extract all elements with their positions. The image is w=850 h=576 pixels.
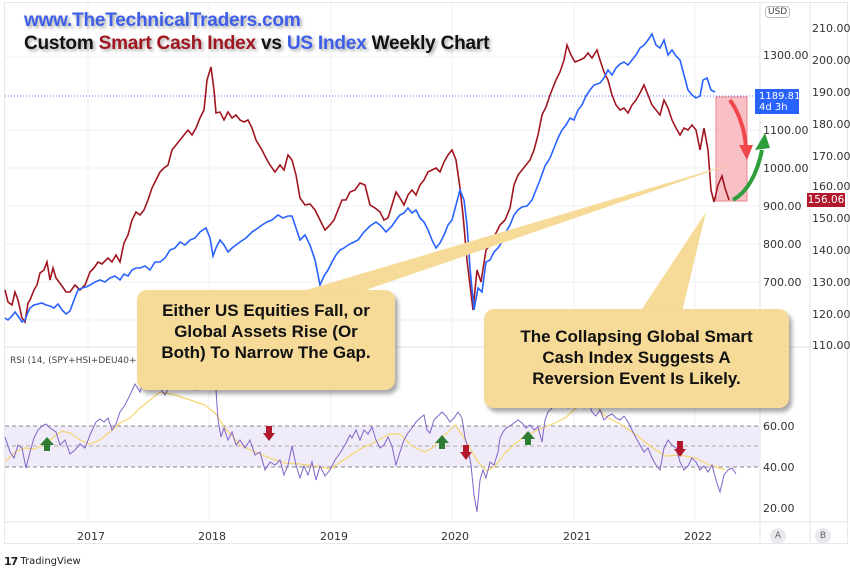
x-axis-tick: 2018 — [198, 530, 226, 543]
scale-b-button[interactable]: B — [815, 528, 831, 544]
right-axis-tick: 150.00 — [812, 212, 850, 225]
chart-title: Custom Smart Cash Index vs US Index Week… — [24, 33, 489, 55]
right-axis-tick: 120.00 — [812, 308, 850, 321]
left-axis-tick: 900.00 — [763, 200, 802, 213]
smart-cash-index-line — [4, 42, 730, 324]
callout-line: Reversion Event Is Likely. — [532, 369, 741, 388]
left-axis-tick: 1100.00 — [763, 124, 809, 137]
left-axis-tick: 700.00 — [763, 276, 802, 289]
right-axis-tick: 110.00 — [812, 339, 850, 352]
callout-equities-gap: Either US Equities Fall, or Global Asset… — [137, 290, 395, 390]
right-axis-tick: 210.00 — [812, 22, 850, 35]
title-text: Weekly Chart — [366, 33, 490, 54]
last-price: 1189.81 — [759, 91, 801, 102]
rsi-line — [4, 373, 737, 513]
rsi-up-arrow-icon — [521, 431, 535, 445]
chart-frame — [4, 2, 848, 544]
decline-arrow-icon — [728, 98, 748, 149]
right-axis-tick: 160.00 — [812, 180, 850, 193]
rsi-down-arrow-icon — [674, 441, 686, 457]
callout-line: Either US Equities Fall, or — [162, 301, 370, 320]
us-index-line — [4, 32, 716, 324]
callout-line: Cash Index Suggests A — [542, 348, 731, 367]
callout-line: Both) To Narrow The Gap. — [161, 343, 371, 362]
callout-reversion-event: The Collapsing Global Smart Cash Index S… — [484, 309, 789, 408]
right-axis-tick: 190.00 — [812, 86, 850, 99]
x-axis-tick: 2021 — [563, 530, 591, 543]
tradingview-logo[interactable]: 17 TradingView — [4, 555, 81, 568]
left-axis-tick: 1300.00 — [763, 49, 809, 62]
x-axis-tick: 2020 — [441, 530, 469, 543]
left-axis-tick: 1000.00 — [763, 162, 809, 175]
callout-line: Global Assets Rise (Or — [174, 322, 358, 341]
right-axis-tick: 200.00 — [812, 54, 850, 67]
right-axis-tick: 170.00 — [812, 150, 850, 163]
rsi-down-arrow-icon — [263, 426, 275, 441]
currency-badge[interactable]: USD — [765, 6, 791, 18]
rsi-up-arrow-icon — [435, 435, 449, 449]
us-index-last-price-tag: 1189.81 4d 3h — [755, 89, 801, 114]
title-smart-cash: Smart Cash Index — [98, 33, 257, 54]
title-us-index: US Index — [286, 33, 367, 54]
auto-scale-button[interactable]: A — [770, 528, 786, 544]
rise-arrowhead-icon — [755, 133, 770, 150]
tradingview-logo-icon: 17 — [4, 555, 18, 568]
right-axis-tick: 130.00 — [812, 276, 850, 289]
left-axis-tick: 800.00 — [763, 238, 802, 251]
tradingview-text: TradingView — [20, 556, 81, 567]
x-axis-tick: 2022 — [684, 530, 712, 543]
rsi-axis-tick: 60.00 — [763, 420, 795, 433]
right-axis-tick: 140.00 — [812, 244, 850, 257]
bar-countdown: 4d 3h — [759, 102, 788, 113]
rise-arrow-icon — [731, 149, 764, 202]
x-axis-tick: 2019 — [320, 530, 348, 543]
site-url: www.TheTechnicalTraders.com — [24, 10, 301, 31]
rsi-axis-tick: 40.00 — [763, 461, 795, 474]
rsi-down-arrow-icon — [460, 445, 472, 460]
title-text: Custom — [24, 33, 99, 54]
right-axis-tick: 180.00 — [812, 118, 850, 131]
rsi-indicator-label[interactable]: RSI (14, (SPY+HSI+DEU40+NKY) — [10, 356, 158, 366]
callout-right-pointer — [640, 212, 706, 312]
x-axis-tick: 2017 — [77, 530, 105, 543]
callout-left-pointer — [300, 163, 735, 292]
callout-line: The Collapsing Global Smart — [520, 327, 753, 346]
rsi-up-arrow-icon — [40, 437, 54, 451]
title-text: vs — [255, 33, 287, 54]
smart-cash-last-price-tag: 156.06 — [807, 193, 845, 207]
decline-arrowhead-icon — [739, 145, 753, 160]
rsi-axis-tick: 20.00 — [763, 502, 795, 515]
